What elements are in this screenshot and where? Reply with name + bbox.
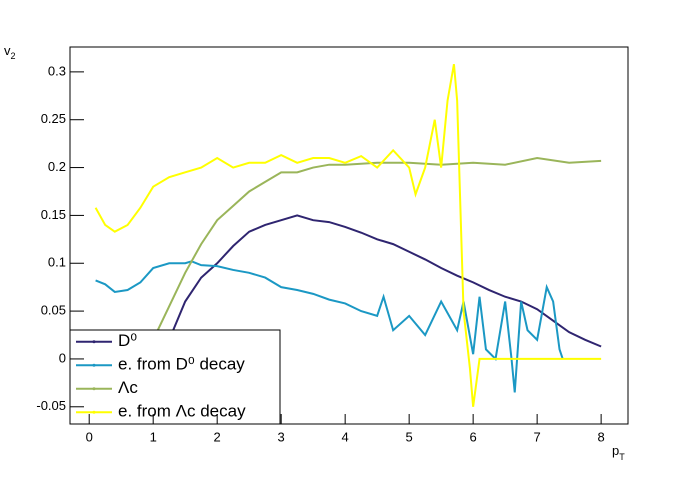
x-tick-label: 3 xyxy=(278,429,285,444)
x-label-sub: T xyxy=(619,452,625,462)
y-label-sub: 2 xyxy=(11,51,16,61)
y-tick-label: 0.3 xyxy=(48,63,66,78)
series-line xyxy=(142,156,602,369)
series-line xyxy=(95,260,564,393)
x-tick-label: 4 xyxy=(342,429,349,444)
x-tick-label: 8 xyxy=(598,429,605,444)
series-line xyxy=(94,64,602,407)
legend-label: Λc xyxy=(118,378,138,397)
y-axis-label: v2 xyxy=(4,43,16,61)
x-tick-label: 2 xyxy=(214,429,221,444)
x-tick-label: 6 xyxy=(470,429,477,444)
legend-label: e. from D⁰ decay xyxy=(118,355,245,374)
y-tick-label: 0 xyxy=(59,350,66,365)
x-label-base: p xyxy=(612,443,619,458)
legend-marker xyxy=(92,387,96,391)
y-tick-label: 0.15 xyxy=(41,207,66,222)
y-tick-label: 0.2 xyxy=(48,159,66,174)
x-tick-label: 0 xyxy=(86,429,93,444)
y-tick-label: 0.05 xyxy=(41,303,66,318)
y-label-base: v xyxy=(4,43,11,58)
series-line xyxy=(152,214,602,379)
plot-area xyxy=(94,64,602,407)
legend-label: D⁰ xyxy=(118,331,137,350)
legend-marker xyxy=(92,410,96,414)
x-tick-label: 5 xyxy=(406,429,413,444)
x-tick-label: 1 xyxy=(150,429,157,444)
x-axis-label: pT xyxy=(612,443,625,462)
x-tick-label: 7 xyxy=(534,429,541,444)
legend-marker xyxy=(92,340,96,344)
legend-label: e. from Λc decay xyxy=(118,402,246,421)
legend-box xyxy=(69,329,281,425)
plot-frame xyxy=(69,46,629,425)
y-tick-label: 0.25 xyxy=(41,111,66,126)
y-tick-label: -0.05 xyxy=(36,398,66,413)
legend: D⁰ e. from D⁰ decay Λc e. from Λc decay xyxy=(69,329,281,425)
legend-marker xyxy=(92,363,96,367)
y-tick-label: 0.1 xyxy=(48,255,66,270)
